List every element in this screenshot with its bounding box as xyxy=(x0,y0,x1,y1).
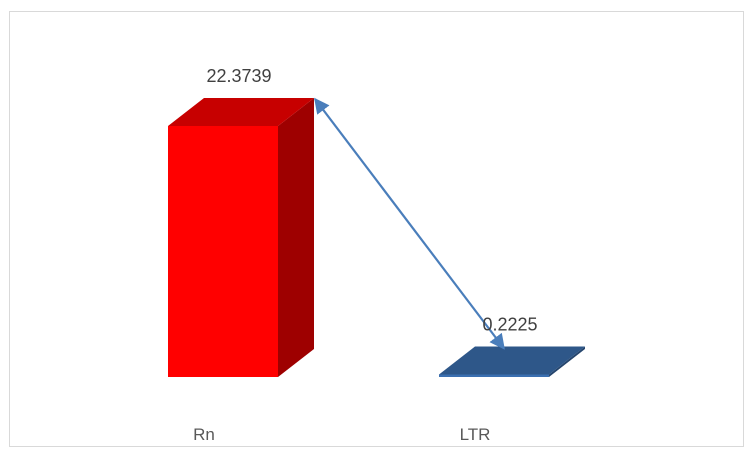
bar-front-ltr xyxy=(439,374,549,377)
bar-ltr xyxy=(439,346,585,377)
labels-layer: 22.3739 Rn 0.2225 LTR xyxy=(193,66,537,444)
bar-front-rn xyxy=(168,126,278,377)
data-label-rn: 22.3739 xyxy=(206,66,271,86)
category-label-ltr: LTR xyxy=(460,425,491,444)
bar-side-ltr xyxy=(549,346,585,377)
bar-side-rn xyxy=(278,98,314,377)
bars-layer xyxy=(168,98,585,377)
difference-arrow xyxy=(314,97,505,350)
bar-top-rn xyxy=(168,98,314,126)
category-label-rn: Rn xyxy=(193,425,215,444)
data-label-ltr: 0.2225 xyxy=(482,315,537,335)
bar-rn xyxy=(168,98,314,377)
bar-top-ltr xyxy=(439,346,585,375)
